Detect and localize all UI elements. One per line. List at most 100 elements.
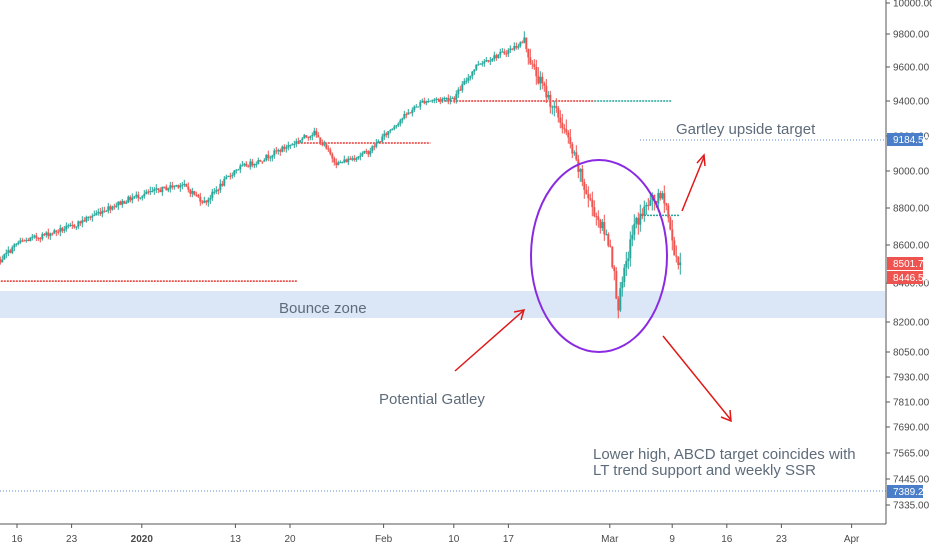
- candle: [133, 195, 136, 199]
- candle: [65, 222, 68, 232]
- candle: [151, 187, 154, 193]
- candle: [169, 181, 172, 193]
- candle: [611, 246, 614, 269]
- candle: [25, 237, 28, 243]
- candle: [7, 246, 10, 257]
- x-tick-label: Feb: [375, 534, 393, 545]
- candle: [237, 168, 240, 171]
- time-axis[interactable]: 16 23 2020 13 20 Feb 10 17 Mar 9 16 23 Apr: [11, 524, 860, 545]
- x-tick-label: 23: [66, 534, 78, 545]
- candle: [671, 219, 674, 251]
- candle: [3, 253, 6, 260]
- candle: [37, 237, 40, 242]
- candle: [575, 145, 578, 162]
- candle: [349, 156, 352, 160]
- candle: [119, 200, 122, 206]
- candle: [197, 193, 200, 199]
- candle: [295, 138, 298, 148]
- candle: [351, 155, 354, 162]
- candle: [619, 281, 622, 313]
- candle: [495, 53, 498, 61]
- candle: [537, 67, 540, 85]
- candle: [399, 118, 402, 127]
- candle: [59, 224, 62, 237]
- candle: [313, 127, 316, 137]
- candle: [517, 43, 520, 50]
- candle: [373, 142, 376, 151]
- candle: [607, 232, 610, 248]
- candle: [549, 90, 552, 114]
- candle: [617, 296, 620, 319]
- candle: [457, 87, 460, 98]
- candle: [79, 220, 82, 226]
- candle: [441, 97, 444, 104]
- candle: [499, 48, 502, 59]
- candle: [147, 189, 150, 195]
- candle: [341, 161, 344, 164]
- candle: [317, 132, 320, 138]
- candle: [9, 248, 12, 254]
- candle: [587, 186, 590, 208]
- candle: [289, 144, 292, 150]
- candle: [333, 156, 336, 166]
- candle: [51, 232, 54, 236]
- candle: [429, 100, 432, 102]
- y-tick-label: 9800.00: [893, 30, 930, 41]
- candle: [601, 219, 604, 232]
- candle: [101, 207, 104, 218]
- candle: [645, 202, 648, 215]
- candle: [249, 158, 252, 170]
- svg-text:8501.75: 8501.75: [893, 259, 930, 270]
- candle: [283, 144, 286, 152]
- candle: [641, 208, 644, 220]
- candle: [207, 197, 210, 207]
- candle: [143, 190, 146, 199]
- candle: [327, 145, 330, 153]
- candle: [545, 79, 548, 104]
- candle: [47, 228, 50, 240]
- candle: [485, 56, 488, 63]
- candle: [57, 229, 60, 235]
- candle: [69, 222, 72, 227]
- candle: [329, 147, 332, 156]
- candle: [559, 110, 562, 129]
- candle: [345, 158, 348, 163]
- candle: [87, 216, 90, 221]
- y-tick-label: 7930.00: [893, 373, 930, 384]
- candle: [439, 97, 442, 105]
- candle: [455, 90, 458, 104]
- candle: [509, 45, 512, 53]
- candle: [431, 99, 434, 103]
- candle: [405, 112, 408, 119]
- candle: [563, 124, 566, 134]
- candle: [113, 203, 116, 210]
- candle: [315, 127, 318, 138]
- candle: [103, 206, 106, 213]
- candle: [609, 239, 612, 248]
- candle: [469, 75, 472, 81]
- candle: [89, 215, 92, 221]
- candle: [425, 100, 428, 106]
- candle: [139, 197, 142, 200]
- candle: [109, 204, 112, 214]
- candle: [605, 229, 608, 236]
- candle: [489, 56, 492, 66]
- candle: [309, 135, 312, 141]
- candle: [397, 122, 400, 128]
- candle: [271, 154, 274, 162]
- candle: [459, 85, 462, 91]
- candle: [321, 139, 324, 147]
- candle: [97, 208, 100, 216]
- svg-text:7389.25: 7389.25: [893, 487, 930, 498]
- candle: [367, 150, 370, 158]
- candle: [275, 146, 278, 155]
- candle: [591, 191, 594, 217]
- candle: [141, 195, 144, 201]
- y-tick-label: 7445.00: [893, 475, 930, 486]
- candle: [505, 50, 508, 58]
- x-tick-label: 23: [776, 534, 788, 545]
- candle: [253, 163, 256, 169]
